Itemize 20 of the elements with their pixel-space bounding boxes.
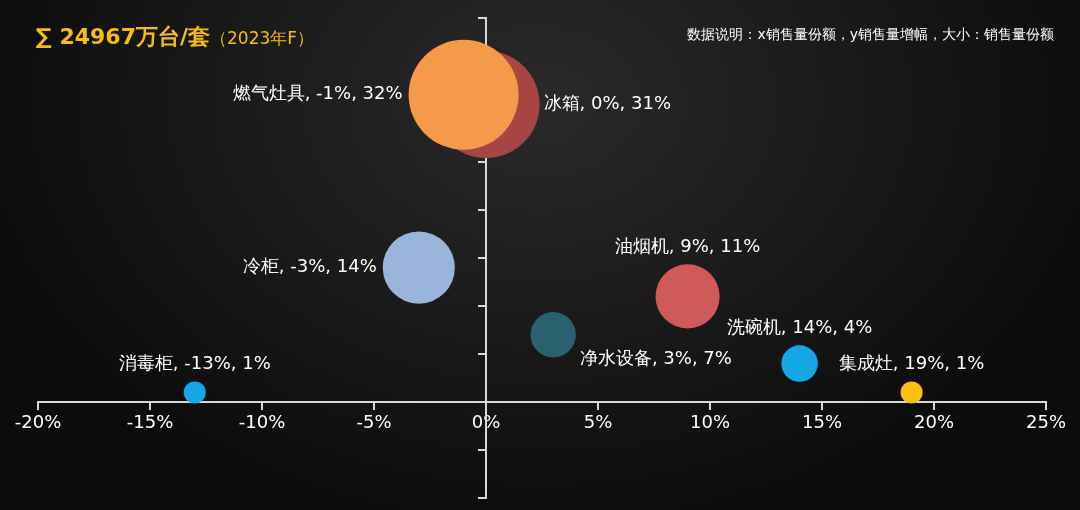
x-tick-label: 10% [689, 411, 731, 433]
data-label: 油烟机, 9%, 11% [614, 235, 761, 256]
annotation: 数据说明：x销售量份额，y销售量增幅，大小：销售量份额 [687, 26, 1054, 44]
data-label: 净水设备, 3%, 7% [579, 347, 732, 369]
chart-title: ∑ 24967万台/套 [36, 24, 211, 49]
data-label: 冷柜, -3%, 14% [242, 255, 377, 277]
data-label: 集成灶, 19%, 1% [838, 352, 985, 374]
data-label: 洗碗机, 14%, 4% [726, 316, 873, 338]
data-label: 冰箱, 0%, 31% [543, 92, 672, 114]
x-tick-label: -10% [238, 411, 286, 433]
x-tick-label: -5% [356, 411, 392, 433]
x-tick-label: 25% [1025, 411, 1067, 433]
x-tick-label: 15% [801, 411, 843, 433]
x-tick-label: 5% [583, 411, 613, 433]
x-tick-label: 20% [913, 411, 955, 433]
data-label: 消毒柜, -13%, 1% [118, 352, 271, 374]
data-label: 燃气灶具, -1%, 32% [232, 82, 403, 104]
x-tick-label: -15% [126, 411, 174, 433]
text: （2023年F） [210, 28, 315, 48]
x-tick-label: -20% [14, 411, 62, 433]
